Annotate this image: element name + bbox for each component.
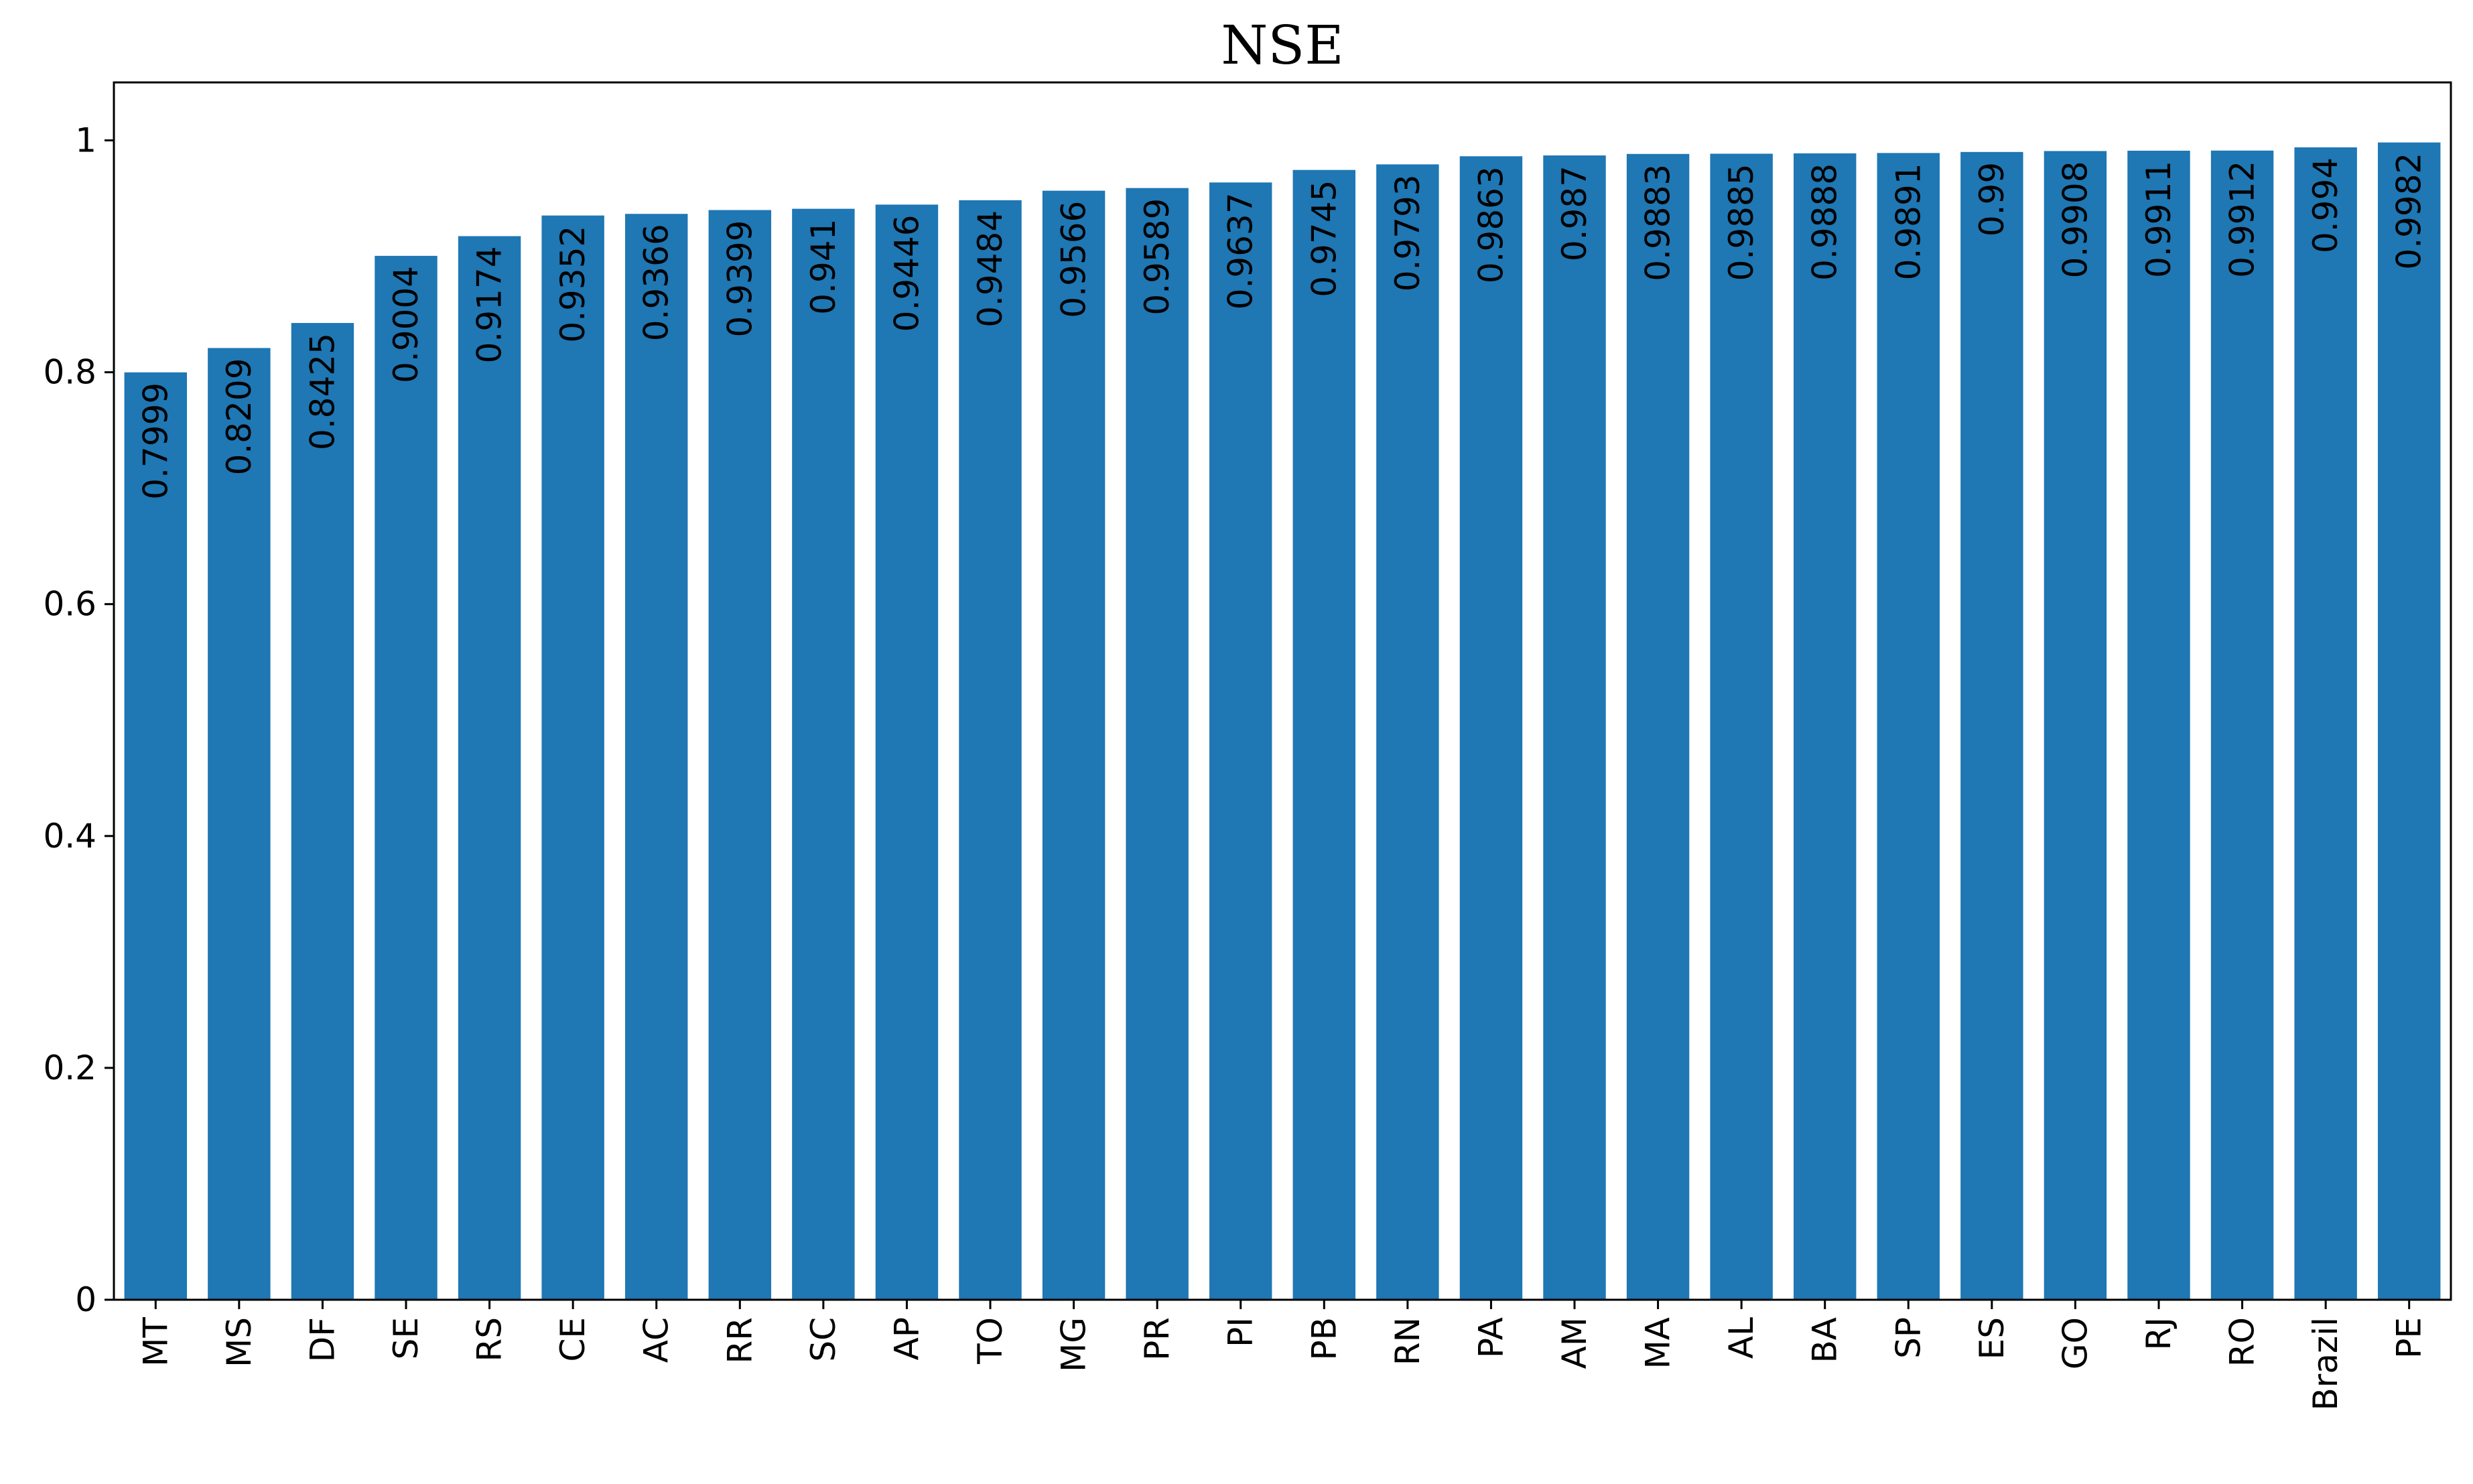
bar-value-label: 0.8425 (303, 333, 342, 450)
bar-sp (1877, 153, 1940, 1300)
y-axis: 0 0.2 0.4 0.6 0.8 1 (43, 121, 114, 1319)
x-tick-label: AL (1722, 1317, 1761, 1359)
bar-value-label: 0.9566 (1055, 201, 1093, 318)
bar-value-label: 0.994 (2306, 157, 2345, 253)
bar-value-label: 0.9793 (1388, 174, 1427, 291)
x-tick-label: SP (1889, 1317, 1928, 1359)
x-tick-label: AM (1555, 1317, 1594, 1369)
x-tick-label: DF (303, 1317, 342, 1362)
bar-rr (708, 210, 771, 1300)
bars-layer (124, 142, 2441, 1300)
bar-pa (1459, 156, 1523, 1300)
x-tick-label: TO (971, 1317, 1010, 1365)
bar-pb (1292, 170, 1355, 1300)
x-tick-label: AC (637, 1317, 676, 1363)
bar-mt (124, 372, 187, 1300)
plot-frame (113, 81, 2452, 1301)
bar-pr (1126, 188, 1189, 1300)
x-tick-label: MA (1639, 1317, 1678, 1369)
bar-mg (1042, 190, 1106, 1300)
x-tick-label: PA (1471, 1317, 1510, 1358)
bar-value-label: 0.9446 (887, 214, 926, 332)
x-tick-label: PE (2390, 1317, 2429, 1359)
bar-value-label: 0.9399 (720, 220, 759, 338)
bar-value-label: 0.9891 (1889, 163, 1928, 280)
bar-value-label: 0.987 (1555, 165, 1594, 261)
bar-am (1543, 155, 1606, 1300)
bar-value-label: 0.9912 (2223, 161, 2262, 278)
y-tick-label: 0.4 (43, 817, 96, 856)
x-tick-label: PI (1221, 1317, 1260, 1347)
bar-ma (1626, 153, 1690, 1300)
bar-ce (541, 215, 604, 1300)
bar-value-label: 0.9911 (2139, 161, 2178, 278)
bar-pe (2378, 142, 2441, 1300)
y-tick-label: 0 (75, 1280, 96, 1319)
bar-value-label: 0.9982 (2390, 153, 2429, 270)
y-tick-label: 0.8 (43, 353, 96, 392)
y-tick-label: 0.2 (43, 1049, 96, 1087)
x-tick-label: SC (804, 1317, 843, 1362)
x-tick-label: Brazil (2306, 1317, 2345, 1411)
bar-value-label: 0.9589 (1138, 198, 1177, 316)
bar-pi (1209, 182, 1272, 1300)
x-tick-label: ES (1973, 1317, 2011, 1359)
bar-se (375, 255, 438, 1300)
bar-value-label: 0.9366 (637, 224, 676, 341)
x-tick-label: MG (1055, 1317, 1093, 1372)
bar-ap (875, 204, 939, 1300)
bar-ms (208, 348, 271, 1300)
x-tick-label: PR (1138, 1317, 1177, 1361)
x-tick-label: CE (553, 1317, 592, 1362)
x-tick-label: BA (1806, 1317, 1845, 1363)
chart-title: NSE (1221, 14, 1343, 76)
bar-value-label: 0.9908 (2056, 161, 2094, 278)
bar-value-label: 0.7999 (136, 383, 175, 500)
y-tick-label: 1 (75, 121, 96, 160)
bar-value-label: 0.9863 (1471, 166, 1510, 283)
bar-ro (2210, 150, 2274, 1300)
bar-value-label: 0.9885 (1722, 163, 1761, 281)
x-tick-label: RN (1388, 1317, 1427, 1365)
bar-value-label: 0.8209 (220, 358, 259, 475)
x-tick-label: RR (720, 1317, 759, 1363)
bar-brazil (2294, 147, 2357, 1300)
bar-al (1710, 153, 1773, 1300)
x-axis: MT MS DF SE RS CE AC RR SC AP TO MG PR PI PB RN PA AM MA AL… (136, 1300, 2429, 1411)
bar-value-label: 0.941 (804, 219, 843, 315)
x-tick-label: GO (2056, 1317, 2094, 1369)
bar-df (291, 323, 354, 1300)
bar-rn (1376, 164, 1439, 1300)
x-tick-label: RS (470, 1317, 509, 1361)
x-tick-label: PB (1305, 1317, 1343, 1360)
x-tick-label: RJ (2139, 1317, 2178, 1351)
x-tick-label: SE (387, 1317, 425, 1359)
bar-value-label: 0.9174 (470, 246, 509, 363)
bar-ac (625, 214, 688, 1300)
bar-ba (1794, 153, 1857, 1300)
bar-value-label: 0.99 (1973, 162, 2011, 237)
bar-sc (792, 208, 855, 1300)
bar-value-label: 0.9004 (387, 266, 425, 383)
x-tick-label: MT (136, 1317, 175, 1367)
bar-value-label: 0.9484 (971, 210, 1010, 328)
bar-labels-layer: 0.7999 0.8209 0.8425 0.9004 0.9174 0.9352 0.93… (136, 153, 2428, 500)
x-tick-label: RO (2223, 1317, 2262, 1367)
bar-go (2044, 151, 2107, 1300)
bar-value-label: 0.9637 (1221, 192, 1260, 310)
bar-value-label: 0.9888 (1806, 163, 1845, 281)
y-tick-label: 0.6 (43, 585, 96, 624)
bar-to (959, 200, 1022, 1300)
bar-value-label: 0.9745 (1305, 180, 1343, 297)
x-tick-label: MS (220, 1317, 259, 1367)
bar-value-label: 0.9883 (1639, 164, 1678, 281)
bar-es (1960, 151, 2023, 1300)
bar-value-label: 0.9352 (553, 226, 592, 343)
bar-rs (458, 236, 521, 1300)
bar-rj (2127, 150, 2190, 1300)
x-tick-label: AP (887, 1317, 926, 1360)
